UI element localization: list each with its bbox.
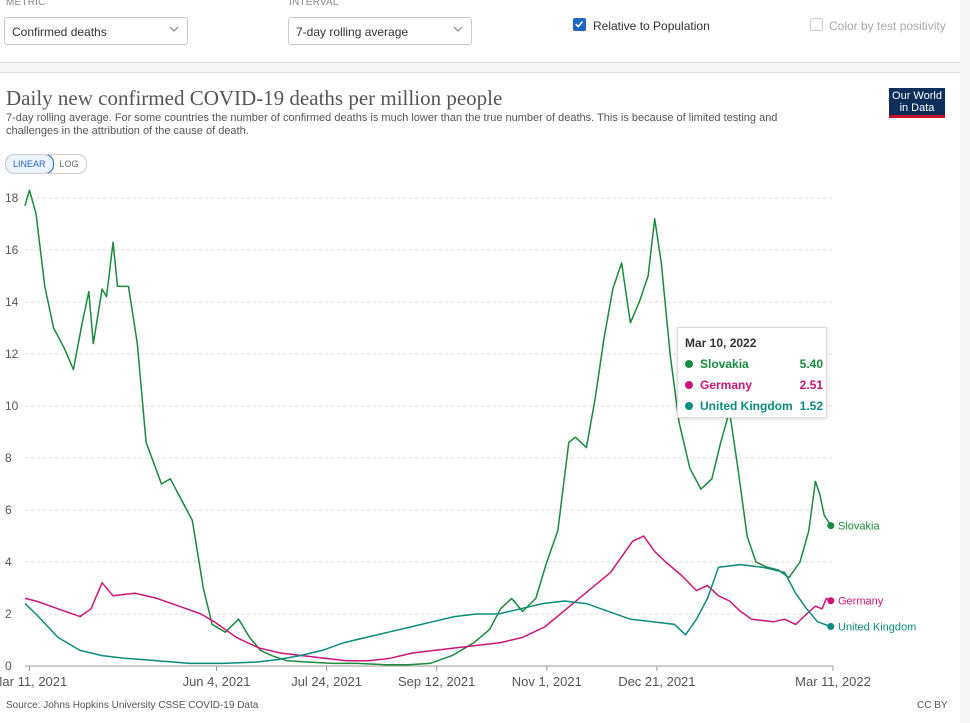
tooltip-series-value: 2.51 xyxy=(799,378,823,392)
interval-select[interactable]: 7-day rolling average xyxy=(288,17,472,45)
interval-label: INTERVAL xyxy=(289,0,339,8)
metric-label: METRIC xyxy=(6,0,46,8)
chevron-down-icon xyxy=(170,26,178,32)
relative-to-population-checkbox[interactable] xyxy=(573,18,586,31)
tooltip-series-value: 5.40 xyxy=(799,357,823,371)
source-note[interactable]: Source: Johns Hopkins University CSSE CO… xyxy=(6,700,259,711)
log-scale-button[interactable]: LOG xyxy=(59,159,79,169)
series-dot-icon xyxy=(685,381,693,389)
series-dot-icon xyxy=(685,402,693,410)
checkmark-icon xyxy=(575,21,584,28)
tooltip-row-germany: Germany 2.51 xyxy=(685,378,823,392)
tooltip-series-name: United Kingdom xyxy=(700,399,793,413)
controls-bar: METRIC Confirmed deaths INTERVAL 7-day r… xyxy=(0,0,960,63)
interval-value: 7-day rolling average xyxy=(296,25,409,39)
metric-select[interactable]: Confirmed deaths xyxy=(4,17,188,45)
series-dot-icon xyxy=(685,360,693,368)
license-label[interactable]: CC BY xyxy=(917,700,948,711)
tooltip-date: Mar 10, 2022 xyxy=(685,336,757,350)
chevron-down-icon xyxy=(454,26,462,32)
tooltip: Mar 10, 2022 Slovakia 5.40 Germany 2.51 … xyxy=(677,327,827,418)
tooltip-series-name: Slovakia xyxy=(700,357,749,371)
metric-value: Confirmed deaths xyxy=(12,25,107,39)
color-by-test-positivity-checkbox[interactable] xyxy=(810,18,823,31)
tooltip-series-name: Germany xyxy=(700,378,753,392)
tooltip-row-slovakia: Slovakia 5.40 xyxy=(685,357,823,371)
scale-toggle: LINEAR LOG xyxy=(5,154,87,174)
relative-to-population-label[interactable]: Relative to Population xyxy=(593,19,710,33)
tooltip-row-united-kingdom: United Kingdom 1.52 xyxy=(685,399,823,413)
logo-line1: Our World xyxy=(892,90,942,102)
owid-logo[interactable]: Our World in Data xyxy=(889,88,945,118)
chart-subtitle: 7-day rolling average. For some countrie… xyxy=(6,112,778,137)
chart-title: Daily new confirmed COVID-19 deaths per … xyxy=(6,86,503,110)
logo-line2: in Data xyxy=(899,102,935,114)
color-by-test-positivity-label[interactable]: Color by test positivity xyxy=(829,19,946,33)
linear-scale-button[interactable]: LINEAR xyxy=(5,155,54,173)
tooltip-series-value: 1.52 xyxy=(799,399,823,413)
